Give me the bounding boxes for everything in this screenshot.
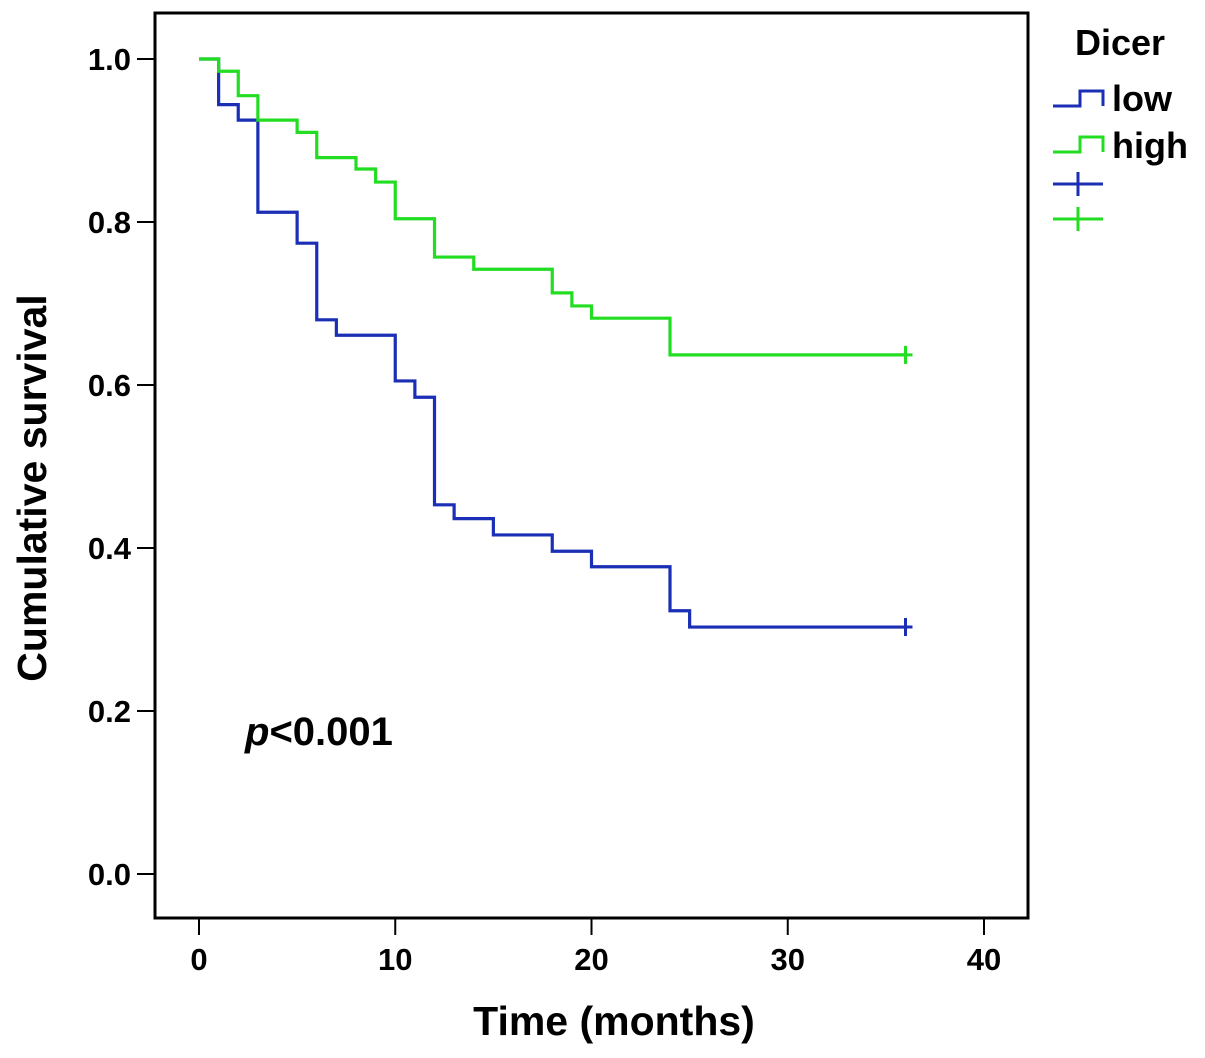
x-tick-label: 30 [771,942,805,977]
survival-curve-low [199,57,906,629]
legend: Dicer low high [1053,22,1188,231]
legend-label-low: low [1112,78,1173,119]
censor-mark-low [898,618,913,637]
y-tick-label: 0.8 [88,205,131,240]
censor-mark-high [898,345,913,364]
y-tick-label: 0.2 [88,694,131,729]
x-tick-label: 10 [378,942,412,977]
legend-label-high: high [1112,125,1188,166]
legend-high-censor-icon [1053,207,1103,231]
y-tick-label: 0.0 [88,857,131,892]
x-tick-label: 20 [574,942,608,977]
y-tick-label: 0.4 [88,531,132,566]
y-tick-label: 0.6 [88,368,131,403]
survival-curve-high [199,57,906,357]
y-axis-label: Cumulative survival [9,294,55,681]
x-axis-label: Time (months) [473,998,755,1044]
p-value-annotation: p<0.001 [244,710,393,754]
plot-frame [153,11,1030,920]
legend-low-line-icon [1053,89,1105,108]
x-tick-label: 40 [967,942,1001,977]
p-symbol: p [244,710,269,754]
x-tick-label: 0 [190,942,207,977]
legend-high-line-icon [1053,135,1105,154]
legend-low-censor-icon [1053,172,1103,196]
p-value: <0.001 [269,710,392,754]
y-tick-label: 1.0 [88,42,131,77]
legend-title: Dicer [1075,22,1165,63]
